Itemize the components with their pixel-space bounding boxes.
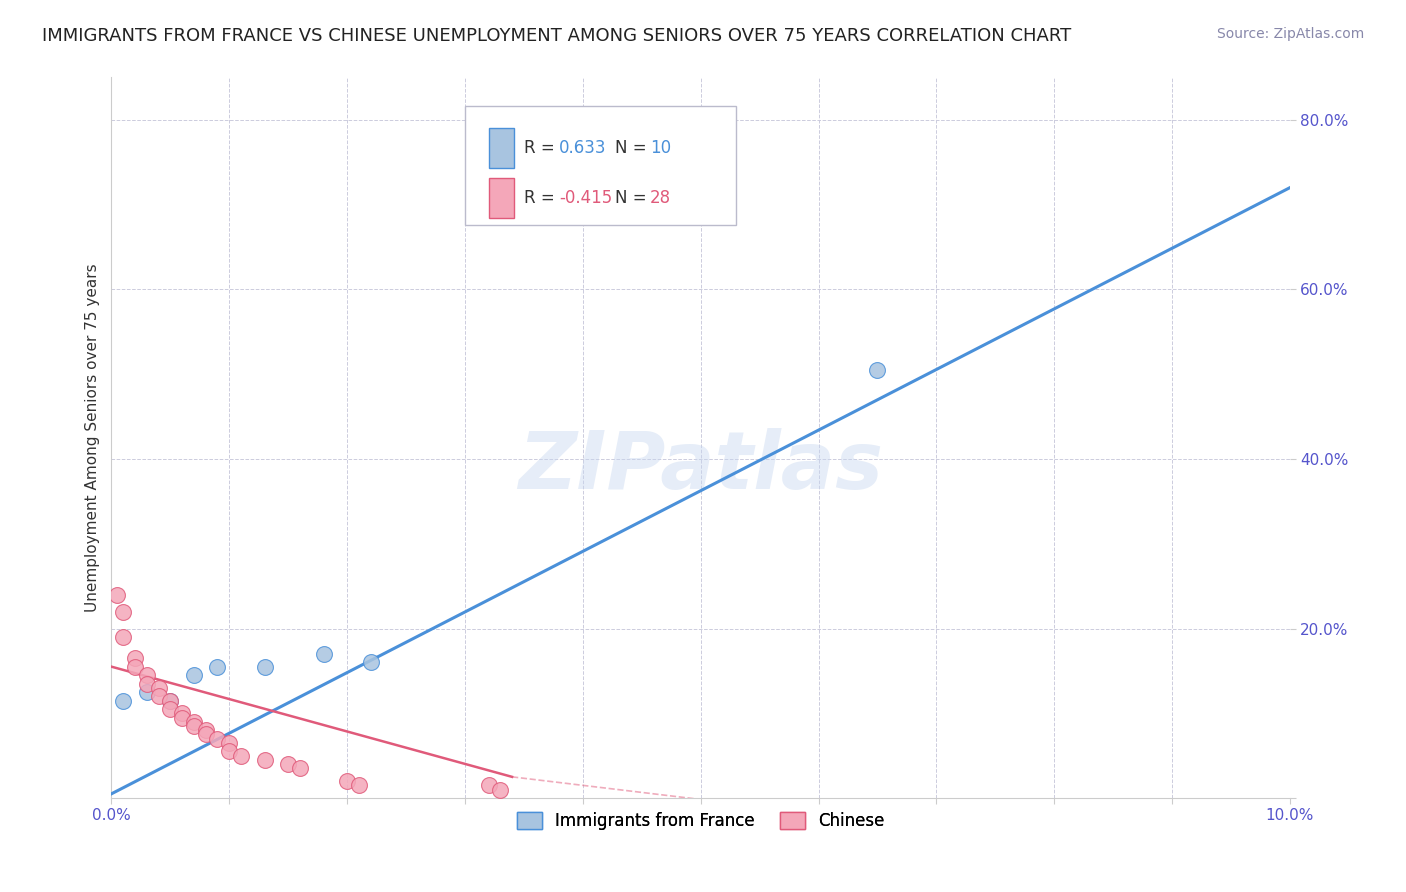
Point (288, 761, 311, 775)
Point (112, 630, 135, 644)
FancyBboxPatch shape (465, 106, 735, 225)
Text: R =: R = (524, 138, 560, 157)
Point (105, 588, 128, 602)
Point (548, 155, 571, 169)
Point (229, 748, 252, 763)
FancyBboxPatch shape (488, 128, 515, 168)
Point (194, 723, 217, 738)
Point (253, 753, 276, 767)
Point (159, 693, 181, 707)
Point (218, 736, 240, 750)
Point (194, 727, 217, 741)
Text: IMMIGRANTS FROM FRANCE VS CHINESE UNEMPLOYMENT AMONG SENIORS OVER 75 YEARS CORRE: IMMIGRANTS FROM FRANCE VS CHINESE UNEMPL… (42, 27, 1071, 45)
Point (135, 668, 157, 682)
Point (148, 690, 170, 704)
Text: 0.633: 0.633 (560, 138, 607, 157)
Point (477, 778, 499, 792)
Point (336, 774, 359, 789)
Point (112, 605, 135, 619)
Point (112, 693, 135, 707)
Text: 10: 10 (650, 138, 671, 157)
Text: Source: ZipAtlas.com: Source: ZipAtlas.com (1216, 27, 1364, 41)
Point (159, 702, 181, 716)
Point (277, 757, 299, 772)
Point (183, 714, 205, 729)
Text: ZIPatlas: ZIPatlas (519, 427, 883, 506)
Point (124, 659, 146, 673)
Point (183, 719, 205, 733)
Text: N =: N = (614, 138, 651, 157)
Point (866, 363, 889, 377)
Point (148, 681, 170, 695)
Text: N =: N = (614, 189, 651, 207)
Point (207, 731, 229, 746)
Point (135, 676, 157, 690)
Point (218, 744, 240, 758)
Point (135, 685, 157, 699)
Point (207, 659, 229, 673)
Y-axis label: Unemployment Among Seniors over 75 years: Unemployment Among Seniors over 75 years (86, 263, 100, 612)
Point (172, 706, 194, 721)
Point (172, 710, 194, 724)
Point (183, 668, 205, 682)
Text: R =: R = (524, 189, 560, 207)
Text: 28: 28 (650, 189, 671, 207)
Point (124, 651, 146, 665)
Point (347, 778, 370, 792)
Point (159, 693, 181, 707)
Text: -0.415: -0.415 (560, 189, 613, 207)
Point (312, 647, 335, 661)
Point (253, 659, 276, 673)
Point (489, 782, 512, 797)
FancyBboxPatch shape (488, 178, 515, 218)
Legend: Immigrants from France, Chinese: Immigrants from France, Chinese (510, 805, 891, 837)
Point (360, 656, 382, 670)
